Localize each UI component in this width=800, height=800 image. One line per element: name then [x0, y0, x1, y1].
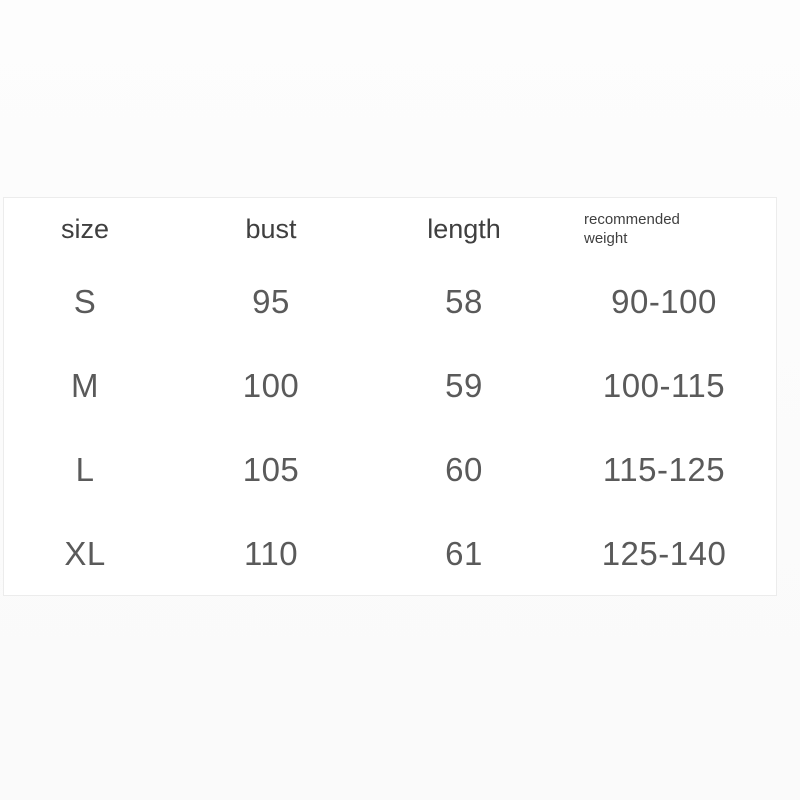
- bust-column-header: bust: [245, 213, 297, 244]
- length-column-header: length: [427, 213, 501, 244]
- size-chart-card: size bust length recommended weight S 95…: [3, 197, 777, 596]
- bust-cell: 100: [242, 367, 300, 404]
- table-header-row: size bust length recommended weight: [4, 198, 776, 260]
- length-cell: 58: [445, 283, 483, 320]
- bust-cell: 110: [243, 535, 299, 572]
- weight-cell: 125-140: [601, 535, 727, 572]
- length-cell: 59: [445, 367, 483, 404]
- size-cell: S: [73, 283, 97, 320]
- recommended-weight-column-header: recommended weight: [552, 198, 776, 260]
- weight-cell: 100-115: [602, 367, 726, 404]
- length-cell: 60: [445, 451, 483, 488]
- weight-cell: 115-125: [602, 451, 726, 488]
- size-cell: XL: [64, 535, 106, 572]
- size-cell: M: [71, 367, 99, 404]
- length-cell: 61: [445, 535, 483, 572]
- table-row-l: L 105 60 115-125: [4, 428, 776, 512]
- bust-cell: 95: [252, 283, 290, 320]
- weight-cell: 90-100: [611, 283, 717, 320]
- size-column-header: size: [60, 213, 109, 244]
- table-row-xl: XL 110 61 125-140: [4, 512, 776, 596]
- size-cell: L: [75, 451, 95, 488]
- table-row-s: S 95 58 90-100: [4, 260, 776, 344]
- bust-cell: 105: [242, 451, 300, 488]
- recommended-weight-label: recommended weight: [584, 211, 680, 247]
- table-row-m: M 100 59 100-115: [4, 344, 776, 428]
